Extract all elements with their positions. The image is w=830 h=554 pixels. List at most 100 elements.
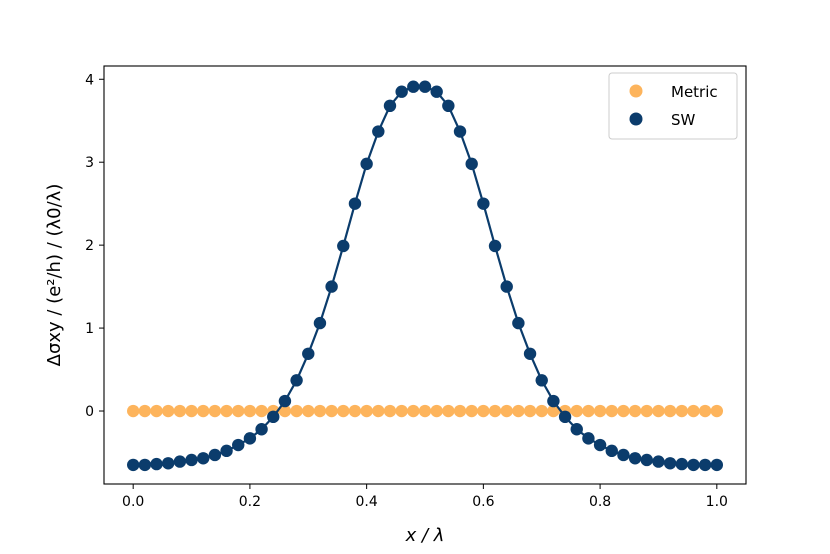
data-point-sw: [500, 280, 513, 293]
data-point-sw: [302, 347, 315, 360]
data-point-sw: [232, 438, 245, 452]
x-tick-label: 0.4: [356, 494, 378, 510]
data-point-sw: [150, 457, 163, 471]
data-point-metric: [302, 404, 315, 418]
data-point-sw: [337, 239, 350, 253]
data-point-metric: [150, 404, 163, 418]
data-point-sw: [348, 197, 362, 210]
plot-frame: [103, 65, 747, 485]
data-point-metric: [442, 404, 455, 418]
data-point-sw: [138, 458, 152, 472]
data-point-sw: [547, 394, 560, 408]
data-point-sw: [430, 85, 443, 98]
data-point-sw: [582, 432, 595, 445]
legend-marker-sw: [629, 112, 643, 126]
data-point-sw: [360, 157, 373, 171]
data-point-metric: [500, 404, 513, 418]
data-point-metric: [337, 404, 350, 418]
x-tick-label: 0.0: [122, 494, 144, 510]
data-point-sw: [173, 455, 187, 468]
data-point-sw: [488, 239, 502, 253]
data-point-metric: [687, 404, 700, 418]
data-point-sw: [512, 316, 525, 330]
data-point-metric: [535, 404, 548, 418]
data-point-metric: [430, 404, 443, 418]
data-point-sw: [185, 453, 198, 467]
data-point-metric: [208, 404, 222, 418]
y-tick-label: 4: [85, 72, 94, 88]
data-point-sw: [407, 80, 420, 93]
data-point-sw: [465, 157, 478, 171]
data-point-sw: [395, 85, 408, 98]
data-point-metric: [477, 404, 490, 418]
legend: Metric SW: [608, 72, 738, 140]
data-point-metric: [675, 404, 688, 418]
data-point-sw: [710, 458, 724, 472]
data-point-metric: [243, 404, 257, 418]
data-point-metric: [313, 404, 327, 418]
data-point-sw: [535, 374, 548, 387]
data-point-sw: [162, 457, 175, 470]
data-point-sw: [267, 410, 280, 424]
data-point-sw: [663, 457, 677, 470]
data-point-metric: [372, 404, 385, 418]
x-axis-label: x / λ: [405, 525, 445, 546]
legend-label-metric: Metric: [671, 83, 718, 101]
data-point-metric: [547, 404, 560, 418]
legend-label-sw: SW: [671, 111, 696, 129]
data-point-sw: [558, 410, 572, 424]
data-point-metric: [640, 404, 653, 418]
data-point-metric: [383, 404, 397, 418]
data-point-sw: [197, 452, 210, 465]
data-point-metric: [593, 404, 607, 418]
data-point-metric: [663, 404, 677, 418]
data-point-metric: [512, 404, 525, 418]
x-tick-label: 0.8: [589, 494, 611, 510]
data-point-sw: [418, 80, 432, 93]
y-tick-label: 0: [85, 404, 94, 420]
data-point-sw: [523, 347, 537, 360]
data-point-metric: [617, 404, 630, 418]
data-point-metric: [570, 404, 583, 418]
plot-area: [126, 80, 724, 472]
data-point-sw: [372, 125, 385, 138]
data-point-metric: [138, 404, 152, 418]
data-point-metric: [605, 404, 618, 418]
legend-marker-metric: [629, 84, 643, 98]
data-point-sw: [278, 394, 292, 408]
data-point-sw: [605, 444, 618, 458]
data-point-sw: [255, 423, 268, 436]
data-point-sw: [126, 458, 140, 472]
x-tick-label: 1.0: [706, 494, 728, 510]
data-point-metric: [255, 404, 268, 418]
data-point-metric: [348, 404, 362, 418]
data-point-sw: [313, 316, 327, 330]
y-tick-label: 3: [85, 155, 94, 171]
data-point-sw: [220, 444, 233, 458]
data-point-sw: [675, 457, 688, 471]
x-tick-label: 0.6: [472, 494, 494, 510]
data-point-sw: [628, 452, 642, 465]
data-point-metric: [407, 404, 420, 418]
data-point-sw: [570, 423, 583, 436]
data-point-metric: [197, 404, 210, 418]
data-point-metric: [488, 404, 502, 418]
data-point-metric: [220, 404, 233, 418]
data-point-sw: [652, 455, 665, 468]
data-point-metric: [465, 404, 478, 418]
data-point-metric: [173, 404, 187, 418]
data-point-sw: [290, 374, 303, 387]
data-point-sw: [640, 453, 653, 467]
data-point-metric: [278, 404, 292, 418]
data-point-sw: [453, 125, 467, 138]
data-point-sw: [442, 99, 455, 113]
data-point-metric: [395, 404, 408, 418]
y-axis: 0 1 2 3 4: [85, 72, 104, 420]
data-point-sw: [325, 280, 338, 293]
data-point-sw: [617, 448, 630, 462]
data-point-metric: [710, 404, 724, 418]
data-point-metric: [453, 404, 467, 418]
data-point-metric: [290, 404, 303, 418]
x-axis: 0.0 0.2 0.4 0.6 0.8 1.0: [122, 484, 728, 510]
data-point-sw: [593, 438, 607, 452]
